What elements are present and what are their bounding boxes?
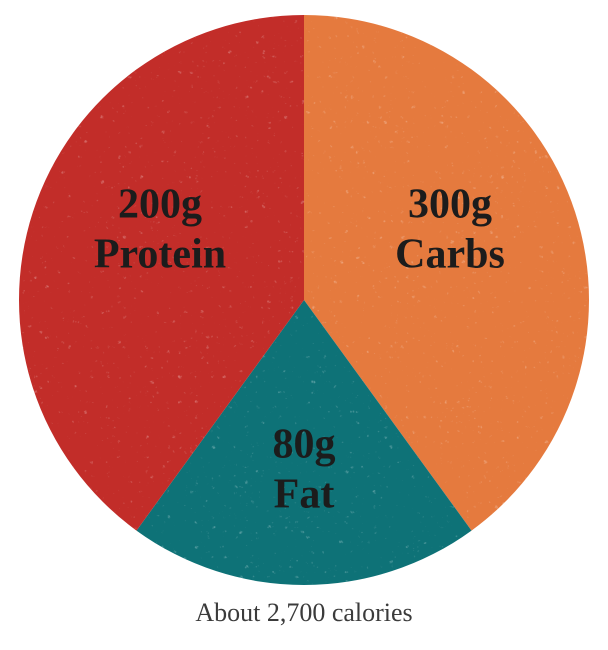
slice-nutrient: Protein (94, 230, 226, 280)
slice-nutrient: Fat (273, 470, 336, 520)
slice-label-protein: 200gProtein (94, 180, 226, 281)
slice-label-fat: 80gFat (273, 420, 336, 521)
calorie-caption: About 2,700 calories (0, 598, 608, 628)
slice-nutrient: Carbs (395, 230, 505, 280)
slice-amount: 80g (273, 420, 336, 470)
slice-amount: 300g (395, 180, 505, 230)
slice-amount: 200g (94, 180, 226, 230)
slice-label-carbs: 300gCarbs (395, 180, 505, 281)
